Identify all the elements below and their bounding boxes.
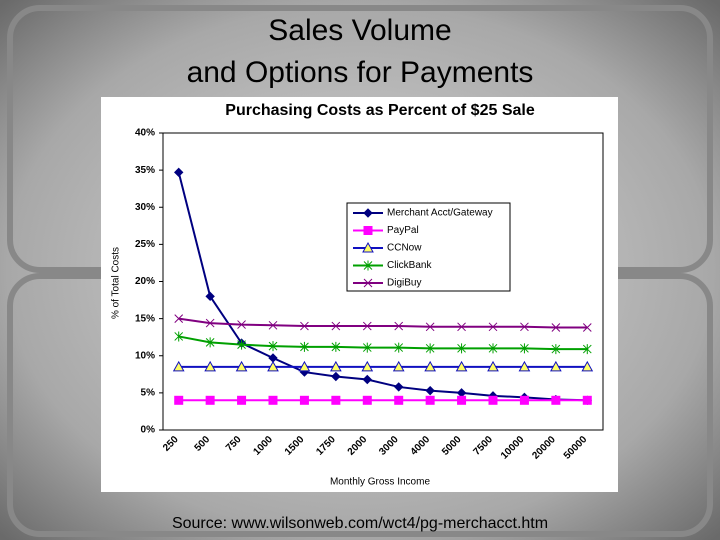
marker — [457, 395, 467, 405]
source-note: Source: www.wilsonweb.com/wct4/pg-mercha… — [172, 515, 548, 532]
legend-marker — [363, 226, 373, 235]
marker — [205, 337, 215, 348]
slide-title: Sales Volume — [268, 14, 451, 47]
marker — [237, 395, 247, 405]
marker — [520, 322, 529, 332]
y-tick-label: 5% — [141, 388, 156, 399]
legend-label: Merchant Acct/Gateway — [387, 208, 493, 219]
y-tick-label: 20% — [135, 276, 155, 287]
marker — [362, 342, 372, 353]
marker — [205, 395, 215, 405]
marker — [581, 360, 594, 372]
marker — [425, 395, 435, 405]
marker — [582, 323, 592, 332]
marker — [172, 360, 185, 372]
legend-label: ClickBank — [387, 260, 432, 271]
marker — [298, 360, 311, 372]
marker — [520, 343, 529, 354]
marker — [394, 382, 404, 392]
marker — [300, 341, 309, 352]
marker — [268, 341, 278, 352]
slide-title: and Options for Payments — [187, 56, 534, 89]
marker — [394, 321, 404, 331]
marker — [331, 395, 341, 405]
marker — [268, 395, 278, 405]
marker — [267, 360, 279, 372]
marker — [331, 321, 341, 331]
marker — [424, 360, 436, 372]
legend-label: CCNow — [387, 243, 422, 254]
marker — [425, 343, 435, 354]
legend-marker — [363, 278, 373, 288]
marker — [455, 360, 468, 372]
marker — [362, 321, 372, 331]
chart-area — [101, 97, 618, 492]
marker — [392, 360, 405, 372]
series-line — [178, 317, 588, 329]
y-tick-label: 40% — [135, 128, 155, 139]
marker — [299, 395, 309, 405]
marker — [518, 360, 531, 372]
marker — [582, 395, 592, 405]
marker — [362, 374, 372, 385]
marker — [204, 360, 216, 372]
y-tick-label: 25% — [135, 239, 155, 250]
marker — [235, 360, 248, 372]
marker — [519, 395, 529, 405]
marker — [174, 314, 184, 323]
marker — [361, 360, 374, 372]
y-tick-label: 0% — [141, 425, 156, 436]
marker — [551, 344, 561, 355]
marker — [582, 344, 592, 355]
marker — [205, 291, 215, 302]
y-tick-label: 15% — [135, 313, 155, 324]
marker — [394, 342, 404, 353]
y-tick-label: 30% — [135, 202, 155, 213]
legend-marker — [362, 241, 374, 253]
marker — [331, 371, 341, 382]
marker — [457, 322, 466, 332]
marker — [237, 339, 246, 350]
marker — [425, 385, 435, 396]
marker — [362, 395, 372, 405]
marker — [394, 395, 404, 405]
marker — [268, 320, 278, 330]
x-axis-title: Monthly Gross Income — [330, 477, 430, 488]
marker — [174, 331, 184, 342]
marker — [331, 341, 341, 352]
marker — [237, 320, 246, 329]
y-tick-label: 35% — [135, 165, 155, 176]
marker — [457, 343, 466, 354]
legend-label: PayPal — [387, 225, 419, 236]
marker — [487, 360, 499, 372]
marker — [551, 323, 561, 332]
marker — [174, 395, 184, 405]
marker — [488, 343, 498, 354]
chart-title: Purchasing Costs as Percent of $25 Sale — [225, 102, 535, 119]
marker — [425, 322, 435, 332]
marker — [300, 321, 309, 331]
y-axis-title: % of Total Costs — [111, 247, 122, 319]
marker — [174, 167, 184, 178]
y-tick-label: 10% — [135, 350, 155, 361]
marker — [551, 395, 561, 405]
marker — [205, 318, 215, 328]
legend-marker — [363, 208, 373, 218]
legend-label: DigiBuy — [387, 278, 421, 289]
marker — [488, 395, 498, 405]
marker — [488, 322, 498, 332]
legend-marker — [363, 260, 373, 271]
marker — [330, 360, 342, 372]
series-line — [178, 335, 588, 351]
marker — [550, 360, 562, 372]
